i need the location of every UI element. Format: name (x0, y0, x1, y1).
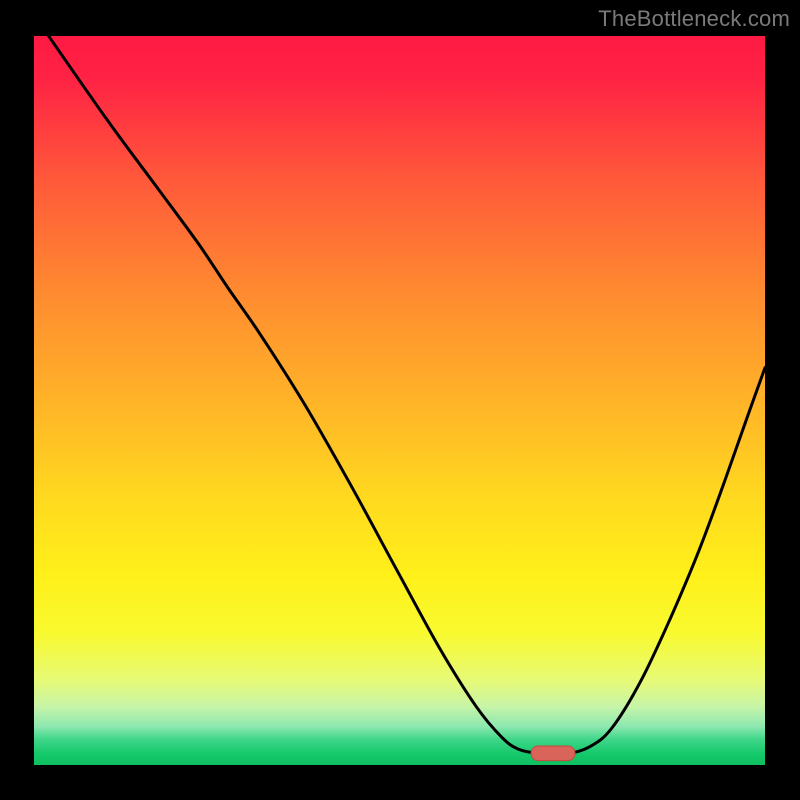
x-axis-bottom (0, 765, 800, 800)
watermark-label: TheBottleneck.com (598, 6, 790, 32)
plot-area (34, 36, 765, 765)
chart-frame: TheBottleneck.com (0, 0, 800, 800)
bottleneck-chart-svg (34, 36, 765, 765)
y-axis-right (765, 0, 800, 800)
y-axis-left (0, 0, 34, 800)
optimal-point-marker (531, 746, 575, 761)
heatmap-background (34, 36, 765, 765)
